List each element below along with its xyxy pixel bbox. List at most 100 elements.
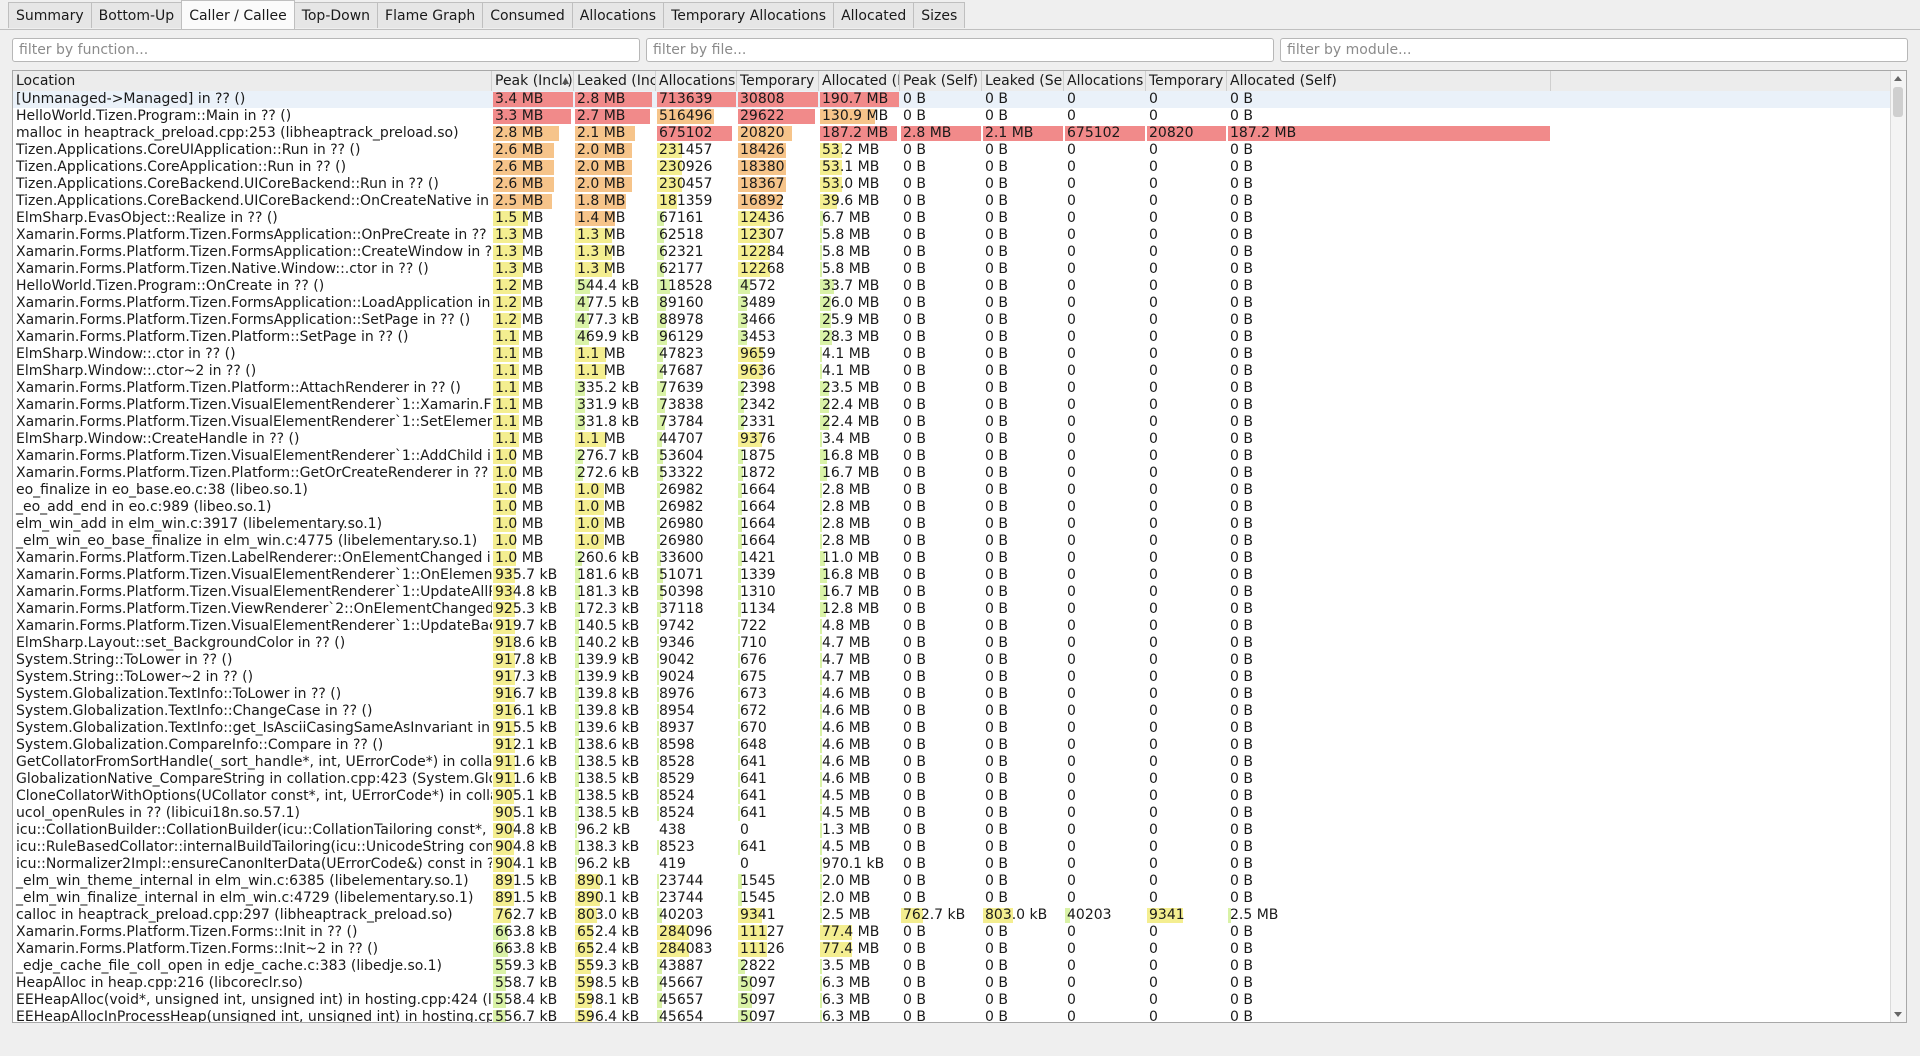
tab-consumed[interactable]: Consumed	[482, 2, 573, 28]
cell-temporary-incl: 2822	[737, 958, 819, 975]
table-row[interactable]: Xamarin.Forms.Platform.Tizen.Forms::Init…	[13, 941, 1890, 958]
table-row[interactable]: icu::Normalizer2Impl::ensureCanonIterDat…	[13, 856, 1890, 873]
column-header-peak-incl[interactable]: Peak (Incl.) ▲	[492, 71, 574, 91]
tab-allocations[interactable]: Allocations	[571, 2, 665, 28]
table-row[interactable]: elm_win_add in elm_win.c:3917 (libelemen…	[13, 516, 1890, 533]
table-row[interactable]: EEHeapAlloc(void*, unsigned int, unsigne…	[13, 992, 1890, 1009]
table-row[interactable]: _elm_win_theme_internal in elm_win.c:638…	[13, 873, 1890, 890]
table-row[interactable]: _elm_win_eo_base_finalize in elm_win.c:4…	[13, 533, 1890, 550]
table-row[interactable]: icu::RuleBasedCollator::internalBuildTai…	[13, 839, 1890, 856]
table-row[interactable]: Xamarin.Forms.Platform.Tizen.Native.Wind…	[13, 261, 1890, 278]
scroll-down-arrow-icon[interactable]	[1894, 1012, 1902, 1017]
column-header-peak-self[interactable]: Peak (Self)	[900, 71, 982, 91]
table-row[interactable]: Xamarin.Forms.Platform.Tizen.Platform::G…	[13, 465, 1890, 482]
table-row[interactable]: HeapAlloc in heap.cpp:216 (libcoreclr.so…	[13, 975, 1890, 992]
table-row[interactable]: malloc in heaptrack_preload.cpp:253 (lib…	[13, 125, 1890, 142]
table-row[interactable]: Xamarin.Forms.Platform.Tizen.Forms::Init…	[13, 924, 1890, 941]
column-header-temporary-incl[interactable]: Temporary (Incl.)	[737, 71, 819, 91]
table-row[interactable]: Xamarin.Forms.Platform.Tizen.VisualEleme…	[13, 584, 1890, 601]
tab-sizes[interactable]: Sizes	[913, 2, 966, 28]
table-row[interactable]: ElmSharp.EvasObject::Realize in ?? () 1.5…	[13, 210, 1890, 227]
cost-bar	[983, 126, 1063, 141]
table-row[interactable]: icu::CollationBuilder::CollationBuilder(…	[13, 822, 1890, 839]
table-row[interactable]: ElmSharp.Layout::set_BackgroundColor in …	[13, 635, 1890, 652]
table-row[interactable]: ElmSharp.Window::CreateHandle in ?? () 1.…	[13, 431, 1890, 448]
table-row[interactable]: Xamarin.Forms.Platform.Tizen.LabelRender…	[13, 550, 1890, 567]
table-row[interactable]: Xamarin.Forms.Platform.Tizen.Platform::S…	[13, 329, 1890, 346]
table-row[interactable]: Xamarin.Forms.Platform.Tizen.ViewRendere…	[13, 601, 1890, 618]
vertical-scrollbar[interactable]	[1890, 71, 1906, 1022]
table-row[interactable]: Tizen.Applications.CoreApplication::Run …	[13, 159, 1890, 176]
table-row[interactable]: HelloWorld.Tizen.Program::OnCreate in ??…	[13, 278, 1890, 295]
column-header-allocated-self[interactable]: Allocated (Self)	[1227, 71, 1551, 91]
table-row[interactable]: eo_finalize in eo_base.eo.c:38 (libeo.so…	[13, 482, 1890, 499]
scroll-up-arrow-icon[interactable]	[1894, 76, 1902, 81]
cost-bar	[657, 670, 659, 685]
table-row[interactable]: _eo_add_end in eo.c:989 (libeo.so.1) 1.0 …	[13, 499, 1890, 516]
table-row[interactable]: Tizen.Applications.CoreUIApplication::Ru…	[13, 142, 1890, 159]
table-row[interactable]: Xamarin.Forms.Platform.Tizen.VisualEleme…	[13, 618, 1890, 635]
table-row[interactable]: Xamarin.Forms.Platform.Tizen.FormsApplic…	[13, 312, 1890, 329]
column-header-allocations-self[interactable]: Allocations (Self)	[1064, 71, 1146, 91]
table-row[interactable]: ucol_openRules in ?? (libicui18n.so.57.1…	[13, 805, 1890, 822]
column-header-location[interactable]: Location	[13, 71, 492, 91]
table-row[interactable]: Tizen.Applications.CoreBackend.UICoreBac…	[13, 193, 1890, 210]
cell-peak-self: 0 B	[900, 244, 982, 261]
table-row[interactable]: HelloWorld.Tizen.Program::Main in ?? () 3…	[13, 108, 1890, 125]
table-row[interactable]: _elm_win_finalize_internal in elm_win.c:…	[13, 890, 1890, 907]
table-row[interactable]: Xamarin.Forms.Platform.Tizen.VisualEleme…	[13, 567, 1890, 584]
table-row[interactable]: Xamarin.Forms.Platform.Tizen.FormsApplic…	[13, 244, 1890, 261]
cell-peak-self: 762.7 kB	[900, 907, 982, 924]
cost-bar	[657, 228, 664, 243]
table-row[interactable]: GetCollatorFromSortHandle(_sort_handle*,…	[13, 754, 1890, 771]
filter-file-input[interactable]	[646, 38, 1274, 62]
tab-top-down[interactable]: Top-Down	[293, 2, 379, 28]
column-header-allocated-incl[interactable]: Allocated (Incl.)	[819, 71, 900, 91]
column-header-temporary-self[interactable]: Temporary (Self)	[1146, 71, 1227, 91]
table-row[interactable]: Xamarin.Forms.Platform.Tizen.Platform::A…	[13, 380, 1890, 397]
table-row[interactable]: Xamarin.Forms.Platform.Tizen.VisualEleme…	[13, 414, 1890, 431]
cell-value: 917.8 kB	[495, 652, 558, 668]
cell-value: 516496	[659, 108, 713, 124]
table-row[interactable]: calloc in heaptrack_preload.cpp:297 (lib…	[13, 907, 1890, 924]
tab-temporary-allocations[interactable]: Temporary Allocations	[663, 2, 835, 28]
tab-summary[interactable]: Summary	[8, 2, 92, 28]
table-row[interactable]: Xamarin.Forms.Platform.Tizen.VisualEleme…	[13, 397, 1890, 414]
table-row[interactable]: _edje_cache_file_coll_open in edje_cache…	[13, 958, 1890, 975]
table-row[interactable]: System.Globalization.TextInfo::ToLower i…	[13, 686, 1890, 703]
column-header-leaked-self[interactable]: Leaked (Self)	[982, 71, 1064, 91]
table-row[interactable]: EEHeapAllocInProcessHeap(unsigned int, u…	[13, 1009, 1890, 1022]
cell-value: 0	[1067, 380, 1076, 396]
column-header-leaked-incl[interactable]: Leaked (Incl.)	[574, 71, 656, 91]
column-header-allocations-incl[interactable]: Allocations (Incl.)	[656, 71, 737, 91]
tab-bottom-up[interactable]: Bottom-Up	[90, 2, 183, 28]
table-row[interactable]: System.Globalization.TextInfo::get_IsAsc…	[13, 720, 1890, 737]
table-row[interactable]: System.Globalization.TextInfo::ChangeCas…	[13, 703, 1890, 720]
sort-ascending-icon[interactable]: ▲	[562, 76, 569, 86]
table-row[interactable]: CloneCollatorWithOptions(UCollator const…	[13, 788, 1890, 805]
cell-value: 0 B	[1230, 720, 1253, 736]
table-row[interactable]: System.String::ToLower in ?? () 917.8 kB 1…	[13, 652, 1890, 669]
cell-allocations-self: 0	[1064, 873, 1146, 890]
table-row[interactable]: ElmSharp.Window::.ctor in ?? () 1.1 MB 1.1…	[13, 346, 1890, 363]
table-row[interactable]: ElmSharp.Window::.ctor~2 in ?? () 1.1 MB 1…	[13, 363, 1890, 380]
filter-function-input[interactable]	[12, 38, 640, 62]
cell-leaked-self: 0 B	[982, 550, 1064, 567]
tab-flame-graph[interactable]: Flame Graph	[377, 2, 484, 28]
cell-allocated-incl: 4.8 MB	[819, 618, 900, 635]
table-row[interactable]: System.Globalization.CompareInfo::Compar…	[13, 737, 1890, 754]
filter-module-input[interactable]	[1280, 38, 1908, 62]
table-row[interactable]: Xamarin.Forms.Platform.Tizen.FormsApplic…	[13, 295, 1890, 312]
table-row[interactable]: GlobalizationNative_CompareString in col…	[13, 771, 1890, 788]
table-row[interactable]: Xamarin.Forms.Platform.Tizen.VisualEleme…	[13, 448, 1890, 465]
table-row[interactable]: System.String::ToLower~2 in ?? () 917.3 k…	[13, 669, 1890, 686]
table-row[interactable]: Tizen.Applications.CoreBackend.UICoreBac…	[13, 176, 1890, 193]
tab-caller-callee[interactable]: Caller / Callee	[181, 0, 295, 30]
cell-value: 652.4 kB	[577, 924, 640, 940]
scroll-thumb[interactable]	[1893, 87, 1903, 117]
cell-leaked-incl: 2.0 MB	[574, 176, 656, 193]
cell-value: 138.5 kB	[577, 754, 640, 770]
table-row[interactable]: [Unmanaged->Managed] in ?? () 3.4 MB 2.8 M…	[13, 91, 1890, 108]
table-row[interactable]: Xamarin.Forms.Platform.Tizen.FormsApplic…	[13, 227, 1890, 244]
tab-allocated[interactable]: Allocated	[833, 2, 915, 28]
